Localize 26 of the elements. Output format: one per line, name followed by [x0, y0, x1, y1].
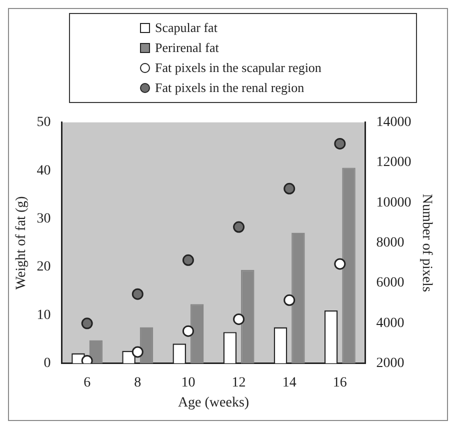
- y-axis-title: Weight of fat (g): [14, 196, 30, 290]
- y2-axis-title: Number of pixels: [418, 194, 434, 292]
- y-tick-label: 50: [36, 115, 51, 130]
- y2-tick-label: 4000: [376, 316, 404, 331]
- x-tick-label: 10: [181, 375, 196, 390]
- x-tick-label: 6: [84, 375, 91, 390]
- legend-label: Scapular fat: [155, 19, 218, 37]
- legend-label: Fat pixels in the scapular region: [155, 59, 322, 77]
- x-tick-label: 16: [332, 375, 347, 390]
- y2-tick-label: 12000: [376, 155, 412, 170]
- legend-label: Fat pixels in the renal region: [155, 79, 304, 97]
- y2-tick-label: 10000: [376, 195, 412, 210]
- y2-tick-label: 8000: [376, 236, 404, 251]
- y2-tick-label: 6000: [376, 276, 404, 291]
- x-axis-title: Age (weeks): [178, 395, 250, 410]
- x-tick-label: 8: [134, 375, 142, 390]
- y-tick-label: 40: [36, 163, 51, 178]
- y-tick-label: 20: [36, 260, 51, 275]
- y-tick-label: 30: [36, 211, 51, 226]
- y2-tick-label: 2000: [376, 356, 404, 372]
- y2-tick-label: 14000: [376, 115, 412, 130]
- x-tick-label: 14: [282, 375, 296, 390]
- legend-label: Perirenal fat: [155, 39, 219, 57]
- x-tick-label: 12: [232, 375, 246, 390]
- y-tick-label: 10: [36, 308, 51, 323]
- y-tick-label: 0: [44, 356, 51, 372]
